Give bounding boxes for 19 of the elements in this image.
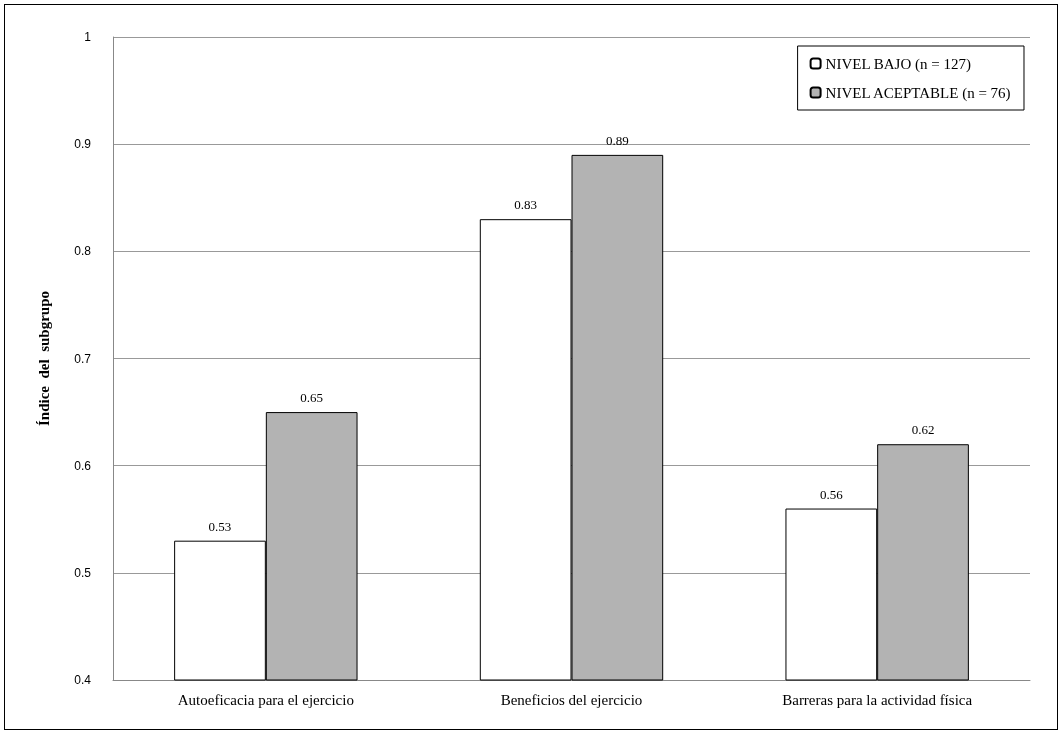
x-tick-label: Autoeficacia para el ejercicio [177, 691, 354, 708]
x-tick-label: Barreras para la actividad física [782, 691, 973, 708]
y-tick-label: 0.5 [74, 565, 92, 580]
y-tick-label: 0.8 [74, 244, 92, 259]
y-tick-label: 0.7 [74, 351, 92, 366]
data-label: 0.62 [911, 422, 935, 438]
y-tick-label: 1 [84, 30, 92, 44]
data-label: 0.89 [605, 132, 629, 148]
data-label: 0.83 [514, 197, 538, 213]
legend-label: NIVEL ACEPTABLE (n = 76) [825, 84, 1011, 102]
data-label: 0.53 [208, 518, 232, 534]
y-axis-title: Índice del subgrupo [35, 290, 52, 427]
legend-label: NIVEL BAJO (n = 127) [825, 55, 971, 73]
y-tick-label: 0.9 [74, 137, 92, 152]
y-tick-label: 0.6 [74, 458, 92, 473]
x-tick-label: Beneficios del ejercicio [500, 691, 643, 708]
data-label: 0.56 [819, 486, 844, 502]
data-label: 0.65 [300, 390, 324, 406]
y-tick-label: 0.4 [74, 673, 92, 687]
